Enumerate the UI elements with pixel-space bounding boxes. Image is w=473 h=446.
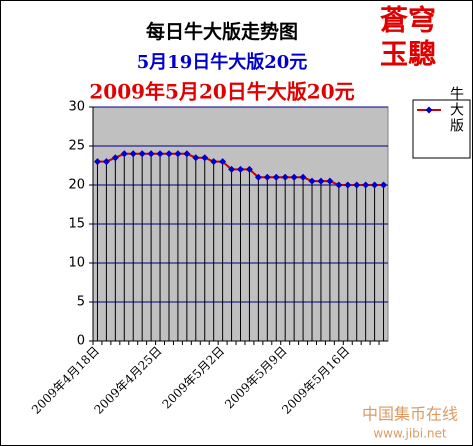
marker [138,150,146,158]
y-tick-label: 25 [68,139,85,154]
y-tick-label: 30 [68,100,85,115]
y-tick-label: 10 [68,256,85,271]
marker [371,181,379,189]
marker [147,150,155,158]
marker [326,177,334,185]
marker [174,150,182,158]
y-tick-label: 15 [68,217,85,232]
marker [237,165,244,173]
marker [308,177,316,185]
marker [254,173,262,181]
watermark: 蒼穹 [380,4,436,37]
marker [183,150,191,158]
marker [111,154,119,162]
marker [120,150,128,158]
marker [344,181,352,189]
marker [362,181,370,189]
chart-title: 5月19日牛大版20元 [137,51,308,73]
marker [245,165,253,173]
marker [317,177,325,185]
legend-marker [425,106,433,114]
footer-text: www.jibi.net [373,427,447,441]
marker [102,158,110,166]
y-tick-label: 20 [68,178,85,193]
marker [380,181,388,189]
watermark: 玉驄 [380,38,436,71]
marker [353,181,361,189]
marker [165,150,173,158]
marker [129,150,137,158]
marker [156,150,164,158]
marker [299,173,307,181]
chart-title: 2009年5月20日牛大版20元 [89,80,354,104]
marker [93,158,101,166]
chart-title: 每日牛大版走势图 [146,20,298,43]
legend-label: 牛大版 [448,86,464,134]
marker [219,158,227,166]
marker [210,158,218,166]
footer-text: 中国集币在线 [362,405,458,424]
marker [192,154,200,162]
marker [228,165,236,173]
marker [263,173,271,181]
marker [281,173,289,181]
y-tick-label: 5 [77,295,85,310]
marker [335,181,343,189]
marker [290,173,298,181]
y-tick-label: 0 [77,334,85,349]
marker [272,173,280,181]
marker [201,154,209,162]
